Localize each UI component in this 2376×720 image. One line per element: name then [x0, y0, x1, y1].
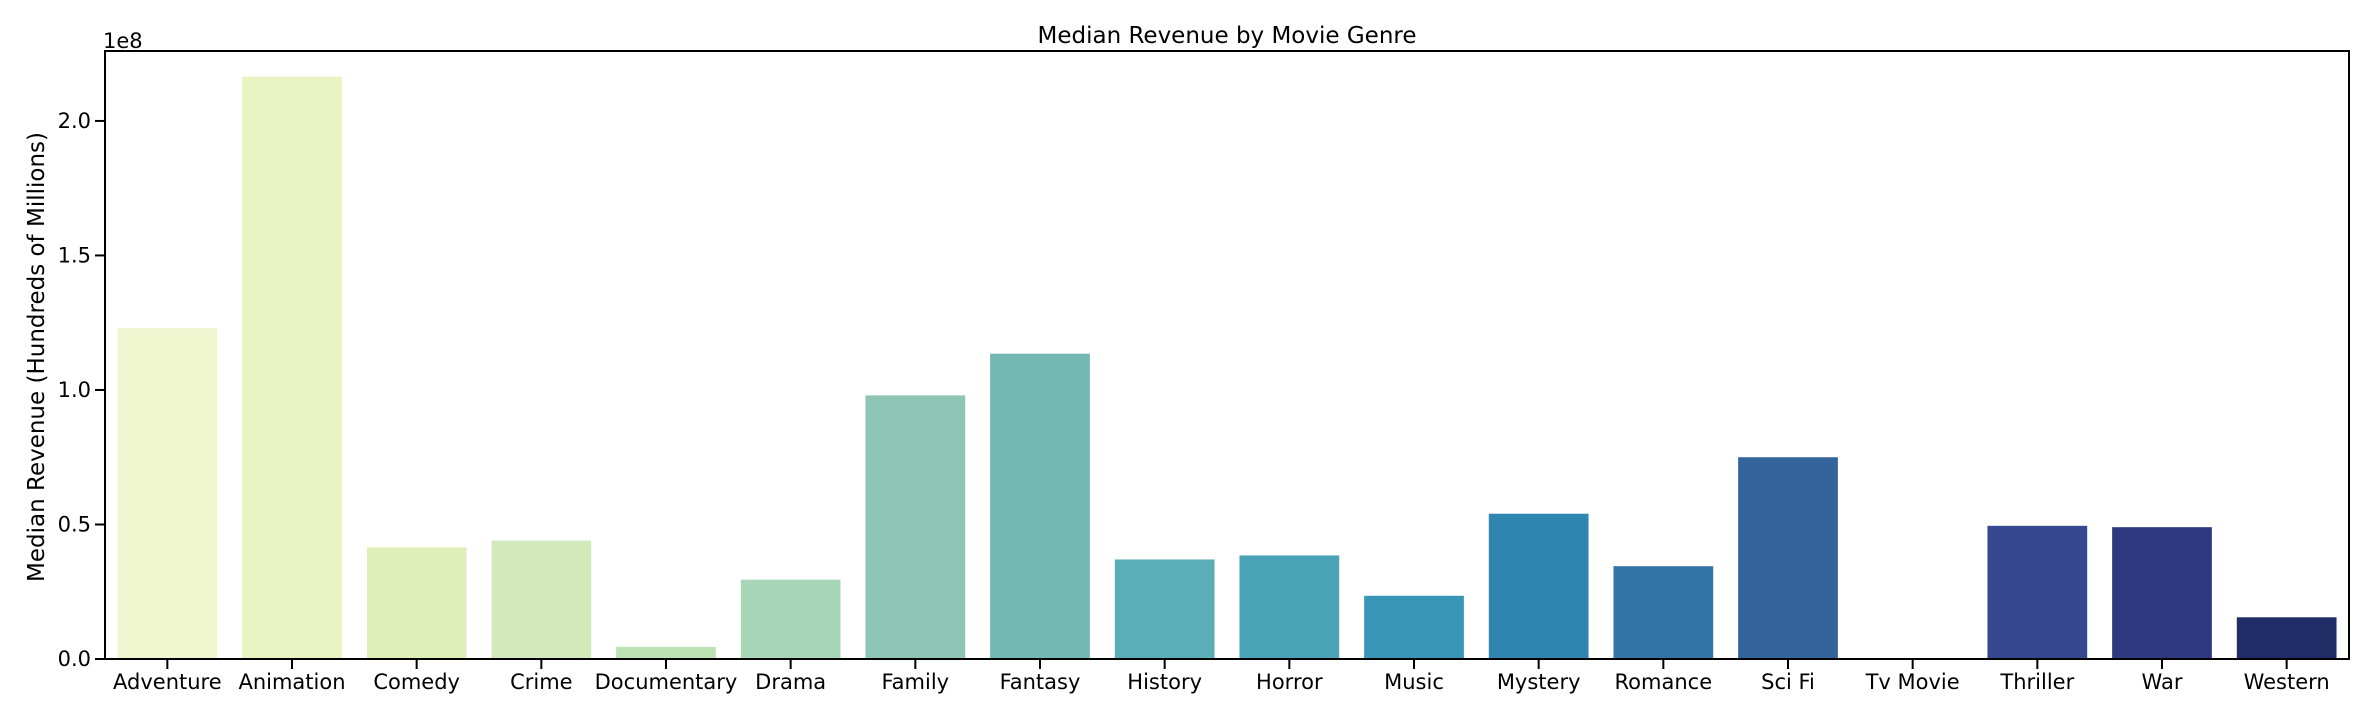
- bar-music: [1364, 595, 1464, 659]
- x-tick-label: Music: [1384, 670, 1444, 694]
- bar-thriller: [1987, 525, 2088, 659]
- x-tick-label: Documentary: [595, 670, 738, 694]
- bar-horror: [1239, 555, 1340, 659]
- y-tick-label: 1.0: [58, 378, 91, 402]
- bar-comedy: [366, 547, 467, 659]
- bar-fantasy: [990, 353, 1090, 659]
- y-axis-label: Median Revenue (Hundreds of Millions): [24, 132, 50, 582]
- plot-frame: [104, 50, 2350, 660]
- y-axis-offset-label: 1e8: [103, 29, 143, 53]
- bar-family: [865, 395, 966, 659]
- bar-adventure: [117, 328, 218, 659]
- y-axis-ticks: 0.0 0.5 1.0 1.5 2.0: [58, 109, 105, 671]
- x-tick-label: War: [2142, 670, 2183, 694]
- x-tick-label: Adventure: [113, 670, 222, 694]
- x-tick-label: Crime: [510, 670, 573, 694]
- bar-sci-fi: [1738, 457, 1838, 659]
- bar-crime: [491, 540, 592, 659]
- x-tick-label: Mystery: [1497, 670, 1581, 694]
- chart-title: Median Revenue by Movie Genre: [1038, 23, 1417, 49]
- bar-documentary: [616, 646, 716, 659]
- y-tick-label: 2.0: [58, 109, 91, 133]
- x-tick-label: Sci Fi: [1761, 670, 1815, 694]
- x-tick-label: Comedy: [373, 670, 460, 694]
- bar-mystery: [1488, 513, 1589, 659]
- bars-group: [117, 76, 2337, 660]
- x-tick-label: Family: [882, 670, 950, 694]
- x-tick-label: Thriller: [1999, 670, 2074, 694]
- bar-western: [2236, 617, 2337, 659]
- x-tick-label: Animation: [238, 670, 345, 694]
- x-axis-ticks: Adventure Animation Comedy Crime Documentary…: [113, 659, 2330, 694]
- bar-war: [2112, 527, 2212, 659]
- x-tick-label: History: [1127, 670, 1202, 694]
- x-tick-label: Fantasy: [1000, 670, 1081, 694]
- y-tick-label: 1.5: [58, 243, 91, 267]
- x-tick-label: Horror: [1256, 670, 1323, 694]
- x-tick-label: Drama: [755, 670, 826, 694]
- y-tick-label: 0.5: [58, 512, 91, 536]
- bar-history: [1114, 559, 1215, 659]
- x-tick-label: Tv Movie: [1865, 670, 1960, 694]
- bar-animation: [242, 76, 342, 660]
- bar-drama: [740, 579, 841, 659]
- x-tick-label: Romance: [1615, 670, 1713, 694]
- x-tick-label: Western: [2244, 670, 2330, 694]
- y-tick-label: 0.0: [58, 647, 91, 671]
- bar-romance: [1613, 566, 1714, 659]
